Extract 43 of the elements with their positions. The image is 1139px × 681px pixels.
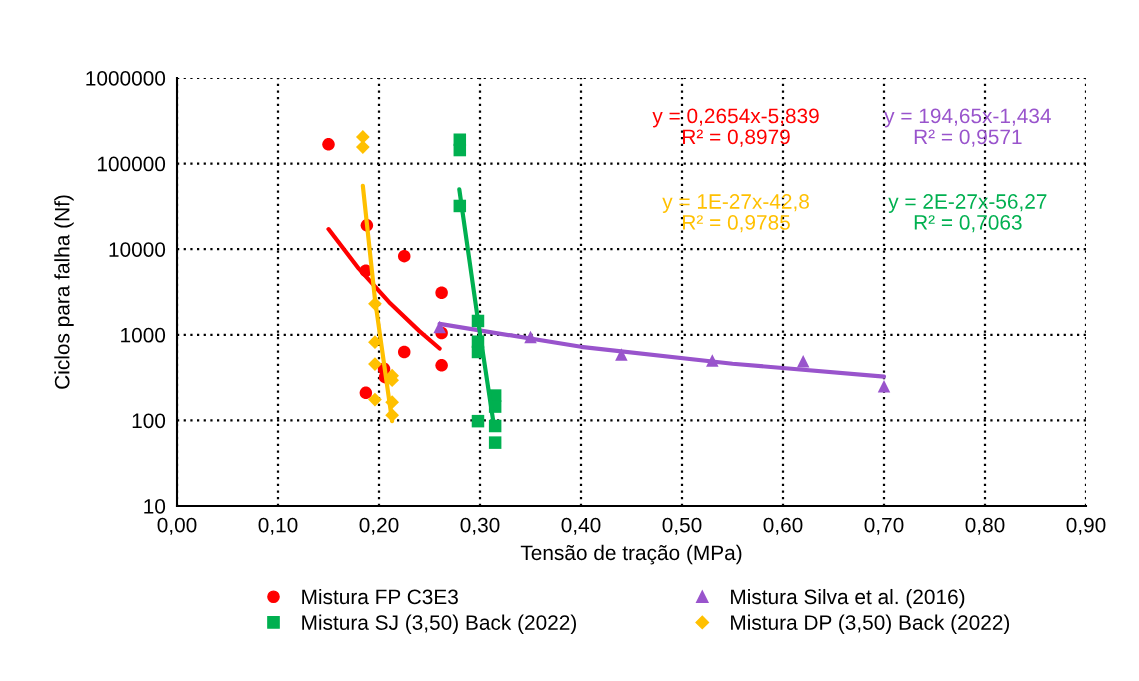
x-tick-label: 0,60 [763,517,803,535]
point [877,380,891,393]
point [615,348,628,361]
point [435,286,448,299]
x-tick-label: 0,40 [561,517,601,535]
line-series [326,227,442,351]
x-tick-label: 0,70 [864,517,904,535]
x-tick-label: 0,30 [460,517,500,535]
point [322,138,335,151]
point [398,345,411,359]
point [359,386,373,400]
y-tick-label: 1000000 [86,71,166,86]
x-tick-label: 0,10 [258,517,298,535]
x-tick-label: 0,20 [359,517,399,535]
point [488,436,502,449]
x-tick-label: 0,00 [157,517,197,535]
point [398,249,411,263]
legend-label: Mistura SJ (3,50) Back (2022) [302,614,577,635]
y-tick-label: 1000 [121,327,166,343]
x-tick-label: 0,50 [662,517,702,535]
y-tick-label: 100000 [97,156,166,172]
point [355,140,370,154]
legend-label: Mistura Silva et al. (2016) [731,588,965,609]
point [471,414,485,428]
annotation: y = 194,65x-1,434 R² = 0,9571 [884,108,1051,147]
point [355,130,370,144]
legend-label: Mistura FP C3E3 [302,588,458,605]
annotation: y = 2E-27x-56,27 R² = 0,7063 [888,194,1047,233]
point [453,143,467,157]
annotation: y = 1E-27x-42,8 R² = 0,9785 [662,194,809,233]
y-axis-title: Ciclos para falha (Nf) [54,195,74,389]
x-tick-label: 0,80 [965,517,1005,535]
annotation: y = 0,2654x-5,839 R² = 0,8979 [652,108,819,147]
x-axis-title: Tensão de tração (MPa) [520,544,742,565]
x-tick-label: 0,90 [1066,517,1106,535]
legend-label: Mistura DP (3,50) Back (2022) [731,614,1010,635]
y-tick-label: 10000 [109,242,166,257]
y-tick-label: 10 [144,499,166,514]
point [368,335,382,350]
y-tick-label: 100 [132,413,166,429]
point [368,392,382,407]
point [796,355,810,368]
point [435,359,448,372]
